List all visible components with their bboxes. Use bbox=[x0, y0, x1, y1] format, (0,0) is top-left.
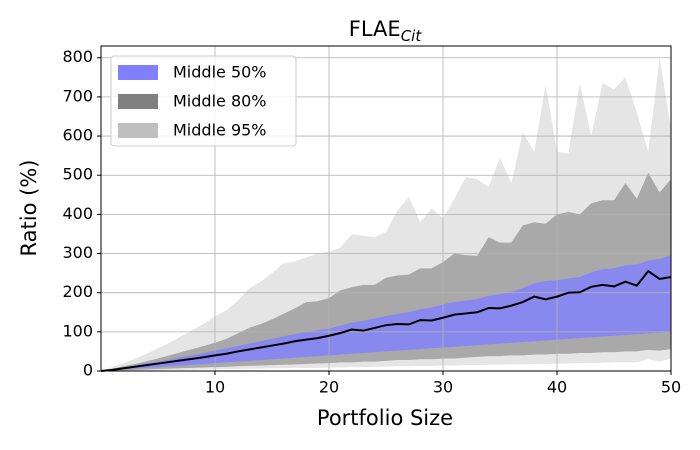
legend-swatch bbox=[118, 94, 158, 109]
legend-swatch bbox=[118, 65, 158, 80]
y-tick-label: 400 bbox=[62, 204, 93, 223]
y-tick-label: 300 bbox=[62, 243, 93, 262]
y-axis-label: Ratio (%) bbox=[17, 160, 41, 257]
x-tick-label: 20 bbox=[319, 378, 339, 397]
legend-swatch bbox=[118, 123, 158, 138]
legend-label: Middle 80% bbox=[173, 92, 267, 111]
title-subscript: Cit bbox=[401, 27, 423, 45]
y-tick-label: 800 bbox=[62, 47, 93, 66]
x-tick-label: 50 bbox=[661, 378, 681, 397]
y-tick-label: 0 bbox=[83, 361, 93, 380]
x-tick-label: 10 bbox=[205, 378, 225, 397]
y-tick-label: 500 bbox=[62, 165, 93, 184]
y-tick-label: 100 bbox=[62, 321, 93, 340]
plot-frame bbox=[100, 45, 672, 372]
x-axis-label: Portfolio Size bbox=[317, 406, 453, 430]
median-line bbox=[100, 269, 672, 372]
x-tick-label: 40 bbox=[547, 378, 567, 397]
y-tick-label: 700 bbox=[62, 86, 93, 105]
title-main: FLAE bbox=[349, 17, 401, 41]
y-tick-label: 600 bbox=[62, 126, 93, 145]
legend-label: Middle 95% bbox=[173, 121, 267, 140]
chart-title: FLAECit bbox=[349, 17, 423, 45]
y-tick-label: 200 bbox=[62, 282, 93, 301]
x-tick-label: 30 bbox=[433, 378, 453, 397]
legend-label: Middle 50% bbox=[173, 63, 267, 82]
